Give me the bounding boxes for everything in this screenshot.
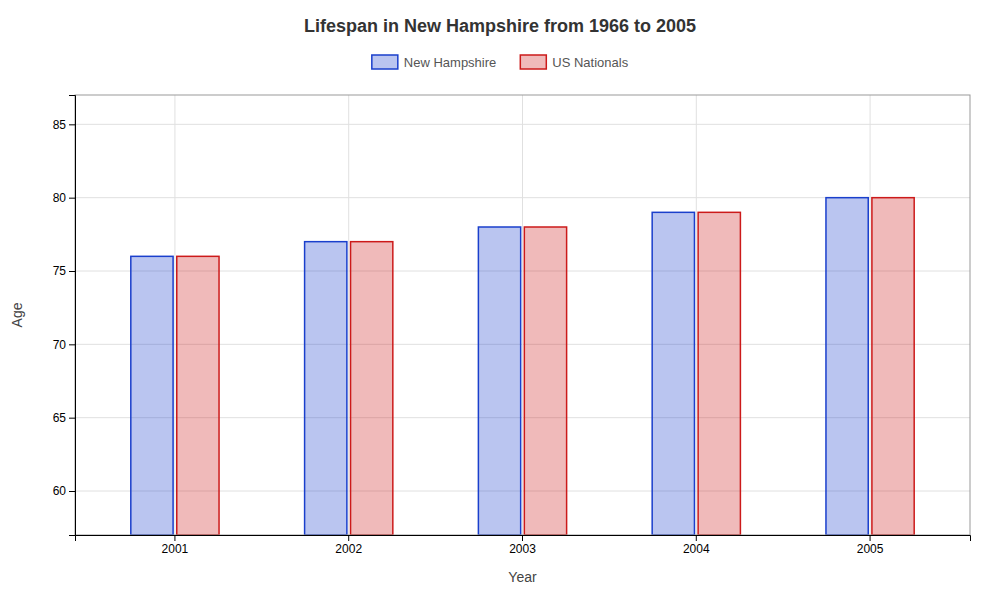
axis-domain <box>76 536 971 542</box>
chart-svg: 2001 2002 2003 2004 2005 60 65 70 75 80 85 Lifespan… <box>0 0 1000 600</box>
legend-label: New Hampshire <box>404 55 496 70</box>
bar <box>826 198 868 535</box>
tick-label: 60 <box>53 484 67 498</box>
bars <box>131 198 914 535</box>
x-axis: 2001 2002 2003 2004 2005 <box>76 535 971 556</box>
x-tick: 2002 <box>335 535 362 556</box>
tick-label: 65 <box>53 411 67 425</box>
tick-mark <box>174 535 175 541</box>
y-axis-title: Age <box>9 302 25 327</box>
legend-item: US Nationals <box>520 55 628 70</box>
plot-frame <box>75 95 970 535</box>
tick-mark <box>522 535 523 541</box>
tick-mark <box>696 535 697 541</box>
tick-label: 2005 <box>857 542 884 556</box>
y-tick: 65 <box>53 411 75 425</box>
bar <box>524 227 566 535</box>
legend: New Hampshire US Nationals <box>372 55 629 70</box>
tick-label: 75 <box>53 264 67 278</box>
chart-container: 2001 2002 2003 2004 2005 60 65 70 75 80 85 Lifespan… <box>0 0 1000 600</box>
grid-line-x <box>522 95 523 535</box>
tick-label: 80 <box>53 191 67 205</box>
legend-item: New Hampshire <box>372 55 496 70</box>
tick-label: 2001 <box>162 542 189 556</box>
bar <box>478 227 520 535</box>
tick-mark <box>69 271 75 272</box>
bar <box>872 198 914 535</box>
chart-title: Lifespan in New Hampshire from 1966 to 2… <box>304 16 696 36</box>
legend-swatch <box>520 55 546 69</box>
tick-mark <box>69 491 75 492</box>
bar <box>131 256 173 535</box>
grid-line-x <box>174 95 175 535</box>
axis-domain <box>69 96 76 536</box>
tick-label: 2003 <box>509 542 536 556</box>
tick-mark <box>69 344 75 345</box>
tick-label: 85 <box>53 118 67 132</box>
y-tick: 75 <box>53 264 75 278</box>
tick-label: 2002 <box>335 542 362 556</box>
bar <box>177 256 219 535</box>
x-tick: 2004 <box>683 535 710 556</box>
grid-line-x <box>870 95 871 535</box>
tick-label: 2004 <box>683 542 710 556</box>
bar <box>698 212 740 535</box>
y-tick: 70 <box>53 338 75 352</box>
tick-label: 70 <box>53 338 67 352</box>
legend-label: US Nationals <box>552 55 628 70</box>
grid <box>75 95 970 535</box>
x-tick: 2001 <box>162 535 189 556</box>
bar <box>652 212 694 535</box>
x-axis-title: Year <box>508 569 537 585</box>
y-tick: 80 <box>53 191 75 205</box>
y-tick: 85 <box>53 118 75 132</box>
tick-mark <box>69 124 75 125</box>
y-axis: 60 65 70 75 80 85 <box>53 96 76 536</box>
y-tick: 60 <box>53 484 75 498</box>
tick-mark <box>348 535 349 541</box>
legend-swatch <box>372 55 398 69</box>
x-tick: 2003 <box>509 535 536 556</box>
bar <box>351 242 393 535</box>
tick-mark <box>69 198 75 199</box>
bar <box>305 242 347 535</box>
plot-area: 2001 2002 2003 2004 2005 60 65 70 75 80 85 <box>53 95 971 556</box>
x-tick: 2005 <box>857 535 884 556</box>
grid-line-x <box>348 95 349 535</box>
tick-mark <box>870 535 871 541</box>
tick-mark <box>69 418 75 419</box>
grid-line-x <box>696 95 697 535</box>
